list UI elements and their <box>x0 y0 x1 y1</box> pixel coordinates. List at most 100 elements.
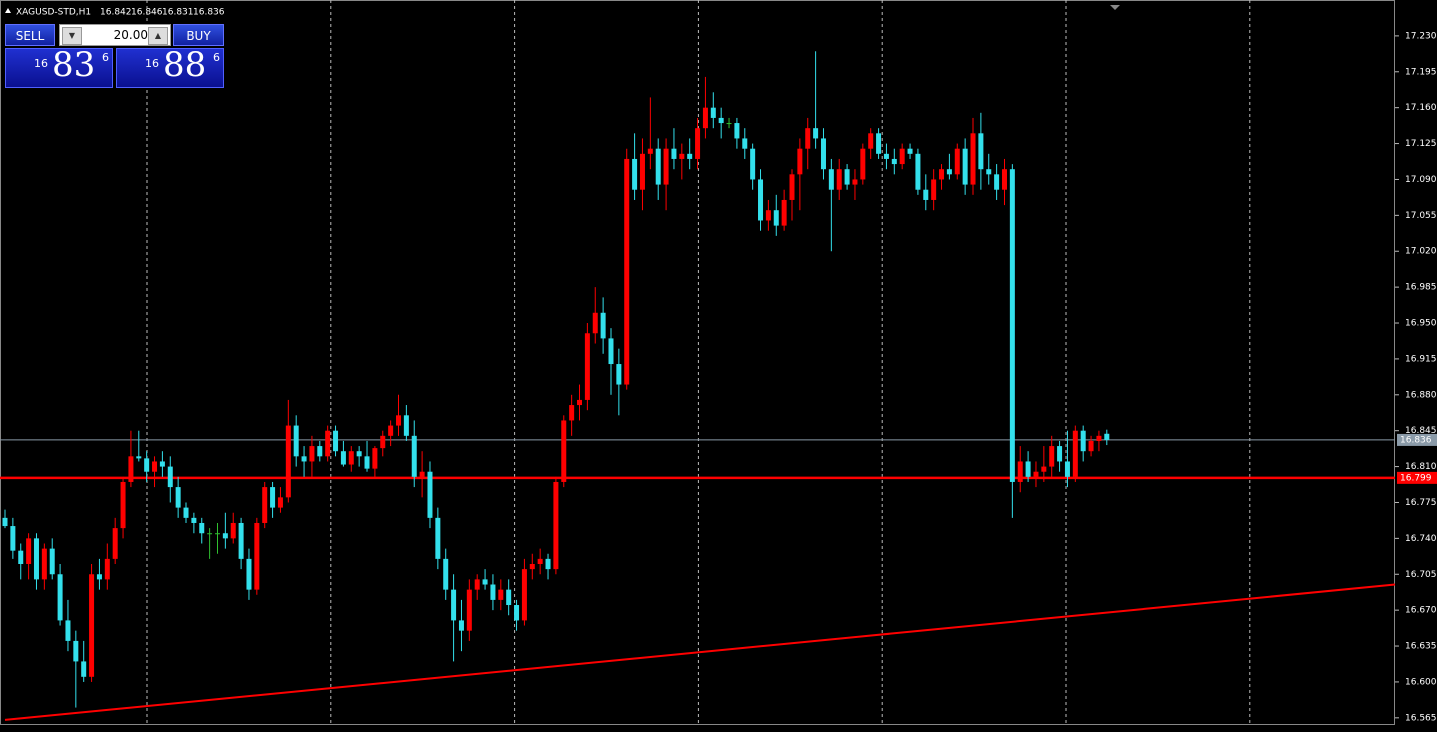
candle-body <box>340 451 346 465</box>
candle-body <box>805 128 811 149</box>
candle-body <box>710 107 716 118</box>
candle-body <box>836 169 842 190</box>
candle-body <box>81 661 87 677</box>
candle-body <box>183 507 189 518</box>
candle-body <box>49 548 55 575</box>
candle-body <box>175 487 181 508</box>
candle-body <box>687 153 693 159</box>
candle-body <box>655 148 661 185</box>
y-tick-label: 17.125 <box>1405 139 1437 149</box>
bid-main: 83 <box>52 45 96 85</box>
candle-body <box>364 456 370 469</box>
candle-body <box>309 446 315 462</box>
candle-body <box>569 405 575 421</box>
candle-body <box>230 522 236 539</box>
collapse-icon[interactable] <box>5 8 11 13</box>
candle-body <box>104 558 110 580</box>
candle-body <box>238 522 244 559</box>
candle-body <box>647 148 653 154</box>
candle-body <box>1088 440 1094 452</box>
candle-body <box>758 179 764 221</box>
candle-body <box>521 569 527 621</box>
lots-input[interactable]: ▼ 20.00 ▲ <box>59 24 171 46</box>
bid-price-label: 16.836 <box>1400 435 1432 445</box>
candle-body <box>750 148 756 180</box>
candle-body <box>458 620 464 631</box>
y-tick-label: 16.810 <box>1405 462 1437 472</box>
candle-body <box>1049 446 1055 467</box>
candle-body <box>994 174 1000 190</box>
candle-body <box>293 425 299 457</box>
buy-button[interactable]: BUY <box>173 24 224 46</box>
sell-button[interactable]: SELL <box>5 24 55 46</box>
candle-body <box>490 584 496 600</box>
candle-body <box>96 574 102 580</box>
ask-quote[interactable]: 16 88 6 <box>116 45 224 88</box>
candle-body <box>18 550 24 565</box>
candle-body <box>26 538 32 565</box>
candle-body <box>285 425 291 498</box>
candle-body <box>789 174 795 200</box>
y-tick-label: 16.775 <box>1405 498 1437 508</box>
candle-body <box>663 148 669 185</box>
candle-body <box>1057 446 1063 462</box>
lots-down[interactable]: ▼ <box>62 27 82 45</box>
candle-body <box>128 456 134 482</box>
candle-body <box>561 420 567 482</box>
candle-body <box>474 579 480 590</box>
candle-body <box>939 169 945 180</box>
candle-body <box>1009 169 1015 482</box>
candle-body <box>592 312 598 334</box>
y-tick-label: 16.670 <box>1405 606 1437 616</box>
candle-body <box>679 153 685 159</box>
candle-body <box>435 517 441 559</box>
ask-small: 6 <box>213 51 220 64</box>
bid-small: 6 <box>102 51 109 64</box>
candle-body <box>608 338 614 365</box>
bid-quote[interactable]: 16 83 6 <box>5 45 113 88</box>
candle-body <box>514 605 520 621</box>
candle-body <box>907 148 913 154</box>
y-tick-label: 16.705 <box>1405 570 1437 580</box>
candle-body <box>883 153 889 159</box>
candle-body <box>167 466 173 488</box>
candle-body <box>828 169 834 190</box>
candle-body <box>891 158 897 165</box>
candle-body <box>222 533 228 539</box>
y-tick-label: 17.160 <box>1405 103 1437 113</box>
candle-body <box>396 415 401 426</box>
header-low: 16.831 <box>162 8 194 18</box>
candle-body <box>553 481 559 570</box>
candle-body <box>537 558 543 565</box>
candle-body <box>1072 430 1078 477</box>
candle-body <box>844 169 850 185</box>
header-symbol: XAGUSD-STD,H1 <box>16 8 91 18</box>
candle-body <box>702 107 708 129</box>
candle-body <box>120 481 126 529</box>
candle-body <box>584 333 590 400</box>
candle-body <box>112 528 118 559</box>
candle-body <box>695 128 701 159</box>
candle-body <box>970 133 976 185</box>
candle-body <box>451 589 457 621</box>
y-tick-label: 16.740 <box>1405 534 1437 544</box>
candle-body <box>742 138 748 149</box>
candle-body <box>923 189 929 200</box>
candle-body <box>325 430 331 457</box>
candle-body <box>443 558 449 590</box>
y-tick-label: 16.985 <box>1405 283 1437 293</box>
y-tick-label: 16.950 <box>1405 319 1437 329</box>
candle-body <box>270 487 276 508</box>
candle-body <box>915 153 921 190</box>
header-close: 16.836 <box>193 8 225 18</box>
candle-body <box>254 522 260 590</box>
hline-price-box <box>1397 471 1437 484</box>
candle-body <box>498 589 504 600</box>
candle-body <box>372 448 378 469</box>
y-tick-label: 17.230 <box>1405 31 1437 41</box>
candle-body <box>136 456 142 459</box>
ask-main: 88 <box>163 45 207 85</box>
lots-up[interactable]: ▲ <box>148 27 168 45</box>
